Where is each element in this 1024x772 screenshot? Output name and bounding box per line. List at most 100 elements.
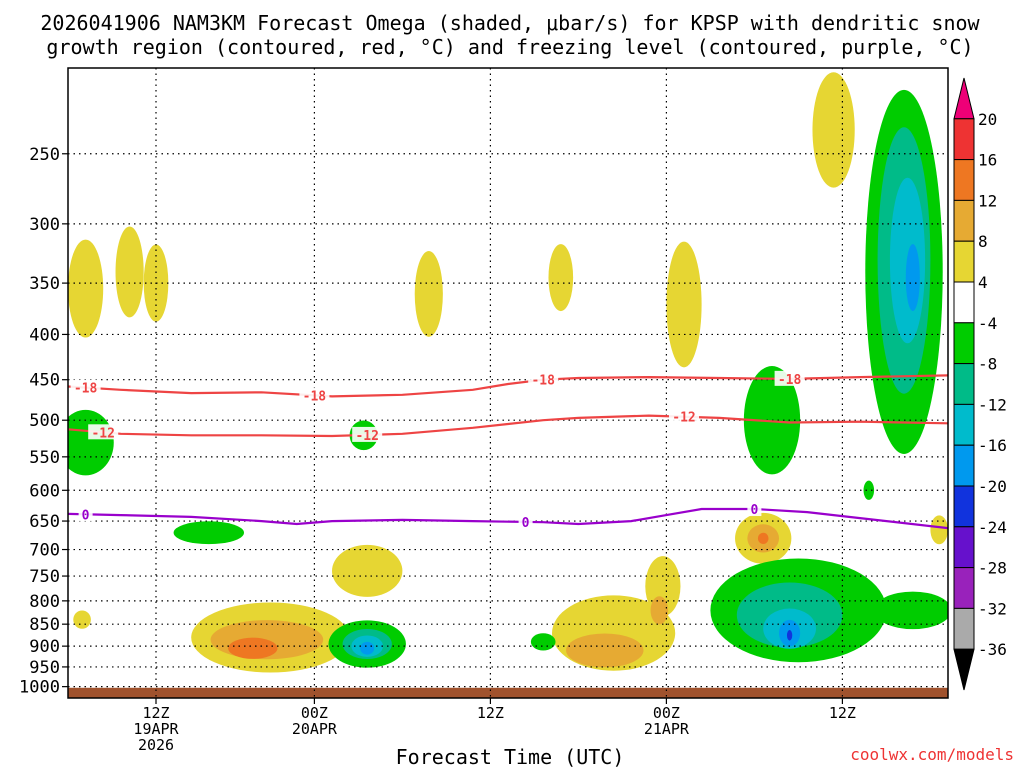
- contour-label-dgz-18c-1: -18: [303, 389, 327, 404]
- contour-label-bg-freezing-level-0c-2: [747, 501, 762, 517]
- colorbar-label-neg24: -24: [978, 518, 1007, 537]
- contour-label-bg-freezing-level-0c-1: [518, 513, 533, 529]
- x-tick-label-35-2: 21APR: [644, 720, 690, 738]
- colorbar-label-neg12: -12: [978, 395, 1007, 414]
- contour-label-dgz-18c-2: -18: [531, 374, 555, 389]
- y-tick-label-300: 300: [29, 215, 60, 235]
- x-tick-label-15-2: 20APR: [292, 720, 338, 738]
- contour-label-dgz-12c-2: -12: [672, 411, 695, 426]
- colorbar-bin-top-triangle: [953, 77, 975, 120]
- contour-label-bg-freezing-level-0c-0: [78, 506, 93, 522]
- colorbar-label-neg8: -8: [978, 355, 997, 374]
- y-tick-label-600: 600: [29, 481, 60, 501]
- colorbar-label-12: 12: [978, 191, 997, 210]
- colorbar-bin-8: [953, 403, 975, 446]
- contour-label-bg-dgz-18c-0: [70, 379, 101, 395]
- contour-label-bg-dgz-12c-0: [88, 424, 119, 440]
- y-tick-label-250: 250: [29, 145, 60, 165]
- axes: 250 300 350 400 450 500 550 600 650 700 750 800 850 9…: [19, 67, 949, 754]
- contour-label-freezing-level-0c-1: 0: [522, 516, 530, 531]
- omega-region-pos4-6: [812, 72, 855, 188]
- omega-region-pos4-3: [414, 251, 443, 337]
- colorbar-bin-11: [953, 526, 975, 569]
- colorbar-label-neg16: -16: [978, 436, 1007, 455]
- y-tick-label-1000: 1000: [19, 678, 60, 698]
- omega-region-pos4-10: [332, 544, 403, 597]
- contour-line-dgz-12c: [68, 414, 948, 438]
- colorbar-bin-9: [953, 444, 975, 487]
- colorbar-bin-2: [953, 159, 975, 201]
- contour-label-bg-dgz-12c-2: [669, 408, 699, 424]
- omega-region-neg16-38: [905, 244, 920, 312]
- omega-region-neg20-39: [786, 630, 793, 641]
- contour-label-bg-dgz-18c-2: [528, 371, 559, 387]
- omega-region-pos4-7: [930, 515, 948, 545]
- x-tick-label-6-3: 2026: [138, 736, 174, 754]
- contour-line-dgz-18c: [68, 374, 948, 398]
- omega-region-neg4-29: [863, 480, 875, 500]
- colorbar-bin-6: [953, 322, 975, 365]
- x-axis-label: Forecast Time (UTC): [396, 745, 625, 768]
- colorbar-label-16: 16: [978, 151, 997, 170]
- y-tick-label-650: 650: [29, 512, 60, 532]
- x-tick-label-35-1: 00Z: [653, 704, 680, 722]
- plot-area: -18 -18 -18 -18 -12 -12 -12 0 0 0: [68, 68, 948, 698]
- contour-label-bg-dgz-18c-1: [299, 387, 330, 403]
- colorbar-label-neg20: -20: [978, 477, 1007, 496]
- colorbar-bin-4: [953, 240, 975, 283]
- contour-label-freezing-level-0c-2: 0: [750, 503, 758, 518]
- omega-region-neg4-28: [874, 591, 948, 630]
- x-tick-label-6-1: 12Z: [142, 704, 169, 722]
- omega-region-pos4-1: [115, 226, 144, 318]
- y-tick-label-500: 500: [29, 411, 60, 431]
- omega-region-pos4-4: [548, 244, 574, 312]
- contour-label-bg-dgz-12c-1: [352, 426, 383, 442]
- colorbar-bin-bottom-triangle: [953, 648, 975, 691]
- contour-label-dgz-18c-0: -18: [74, 382, 98, 397]
- colorbar-bin-5: [953, 281, 975, 324]
- omega-region-pos12-18: [228, 637, 278, 659]
- colorbar-bin-1: [953, 118, 975, 161]
- y-tick-label-700: 700: [29, 541, 60, 561]
- omega-region-neg4-21: [173, 521, 244, 545]
- contour-label-dgz-12c-0: -12: [91, 426, 114, 441]
- omega-region-neg4-24: [530, 633, 556, 651]
- y-tick-label-800: 800: [29, 592, 60, 612]
- colorbar: 20 16 12 8 4 -4 -8 -12 -16 -20 -24 -28 -32 -36: [953, 77, 1007, 691]
- colorbar-label-neg32: -32: [978, 599, 1007, 618]
- colorbar-bin-3: [953, 199, 975, 242]
- contour-label-dgz-12c-1: -12: [355, 429, 378, 444]
- credit-link[interactable]: coolwx.com/models: [850, 745, 1014, 764]
- y-tick-label-550: 550: [29, 448, 60, 468]
- contours: -18 -18 -18 -18 -12 -12 -12 0 0 0: [68, 370, 948, 531]
- colorbar-label-4: 4: [978, 273, 988, 292]
- contour-label-freezing-level-0c-0: 0: [82, 508, 90, 523]
- chart-title-line-1: 2026041906 NAM3KM Forecast Omega (shaded…: [40, 11, 980, 35]
- y-tick-label-450: 450: [29, 371, 60, 391]
- omega-region-pos8-15: [566, 633, 644, 668]
- y-tick-label-750: 750: [29, 567, 60, 587]
- y-tick-label-400: 400: [29, 325, 60, 345]
- y-tick-label-350: 350: [29, 274, 60, 294]
- contour-line-freezing-level-0c: [68, 507, 948, 530]
- chart-title-line-2: growth region (contoured, red, °C) and f…: [46, 35, 973, 59]
- x-tick-label-45-1: 12Z: [829, 704, 856, 722]
- plot-frame: [67, 67, 949, 699]
- colorbar-bin-12: [953, 567, 975, 609]
- omega-region-pos4-0: [68, 239, 104, 338]
- omega-region-pos12-19: [757, 532, 769, 545]
- colorbar-label-neg36: -36: [978, 640, 1007, 659]
- omega-region-pos8-16: [650, 596, 669, 625]
- colorbar-label-neg4: -4: [978, 314, 997, 333]
- colorbar-bin-10: [953, 485, 975, 528]
- colorbar-label-20: 20: [978, 110, 997, 129]
- colorbar-bin-7: [953, 363, 975, 405]
- terrain-band: [68, 687, 948, 698]
- colorbar-label-neg28: -28: [978, 559, 1007, 578]
- colorbar-bin-13: [953, 607, 975, 650]
- y-tick-label-850: 850: [29, 615, 60, 635]
- contour-label-dgz-18c-3: -18: [778, 373, 802, 388]
- contour-label-bg-dgz-18c-3: [774, 370, 805, 386]
- y-tick-label-950: 950: [29, 658, 60, 678]
